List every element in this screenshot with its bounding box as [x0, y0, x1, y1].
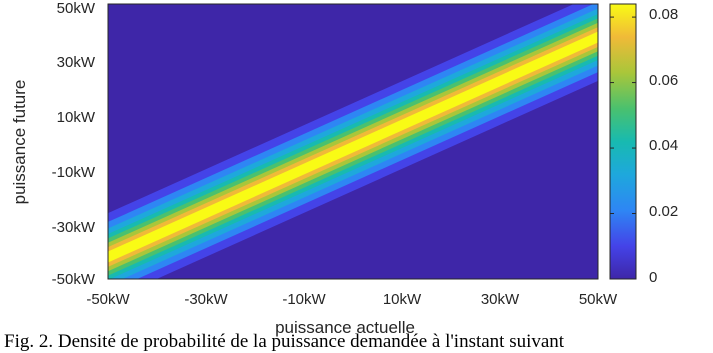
- ridge-band: [108, 31, 598, 263]
- y-tick-label: -30kW: [52, 219, 96, 236]
- y-tick-label: 30kW: [57, 54, 96, 71]
- plot-frame: [107, 3, 599, 280]
- y-tick-label: -10kW: [52, 164, 96, 181]
- colorbar: [609, 3, 637, 280]
- x-tick-label: 50kW: [579, 291, 618, 308]
- density-ridge: [108, 4, 598, 279]
- y-tick-label: 10kW: [57, 109, 96, 126]
- colorbar-tick-label: 0: [649, 269, 657, 286]
- colorbar-tick-label: 0.02: [649, 203, 678, 220]
- x-tick-label: -30kW: [184, 291, 228, 308]
- colorbar-tick-label: 0.04: [649, 137, 678, 154]
- x-tick-label: 10kW: [383, 291, 422, 308]
- y-axis-label: puissance future: [10, 80, 29, 205]
- y-tick-label: 50kW: [57, 0, 96, 17]
- colorbar-tick-label: 0.06: [649, 72, 678, 89]
- x-tick-label: 30kW: [481, 291, 520, 308]
- x-tick-label: -10kW: [282, 291, 326, 308]
- colorbar-ticks: [610, 16, 636, 280]
- figure-caption: Fig. 2. Densité de probabilité de la pui…: [4, 331, 565, 352]
- colorbar-tick-label: 0.08: [649, 6, 678, 23]
- x-tick-label: -50kW: [86, 291, 130, 308]
- y-tick-label: -50kW: [52, 271, 96, 288]
- x-axis-label: puissance actuelle: [275, 318, 415, 337]
